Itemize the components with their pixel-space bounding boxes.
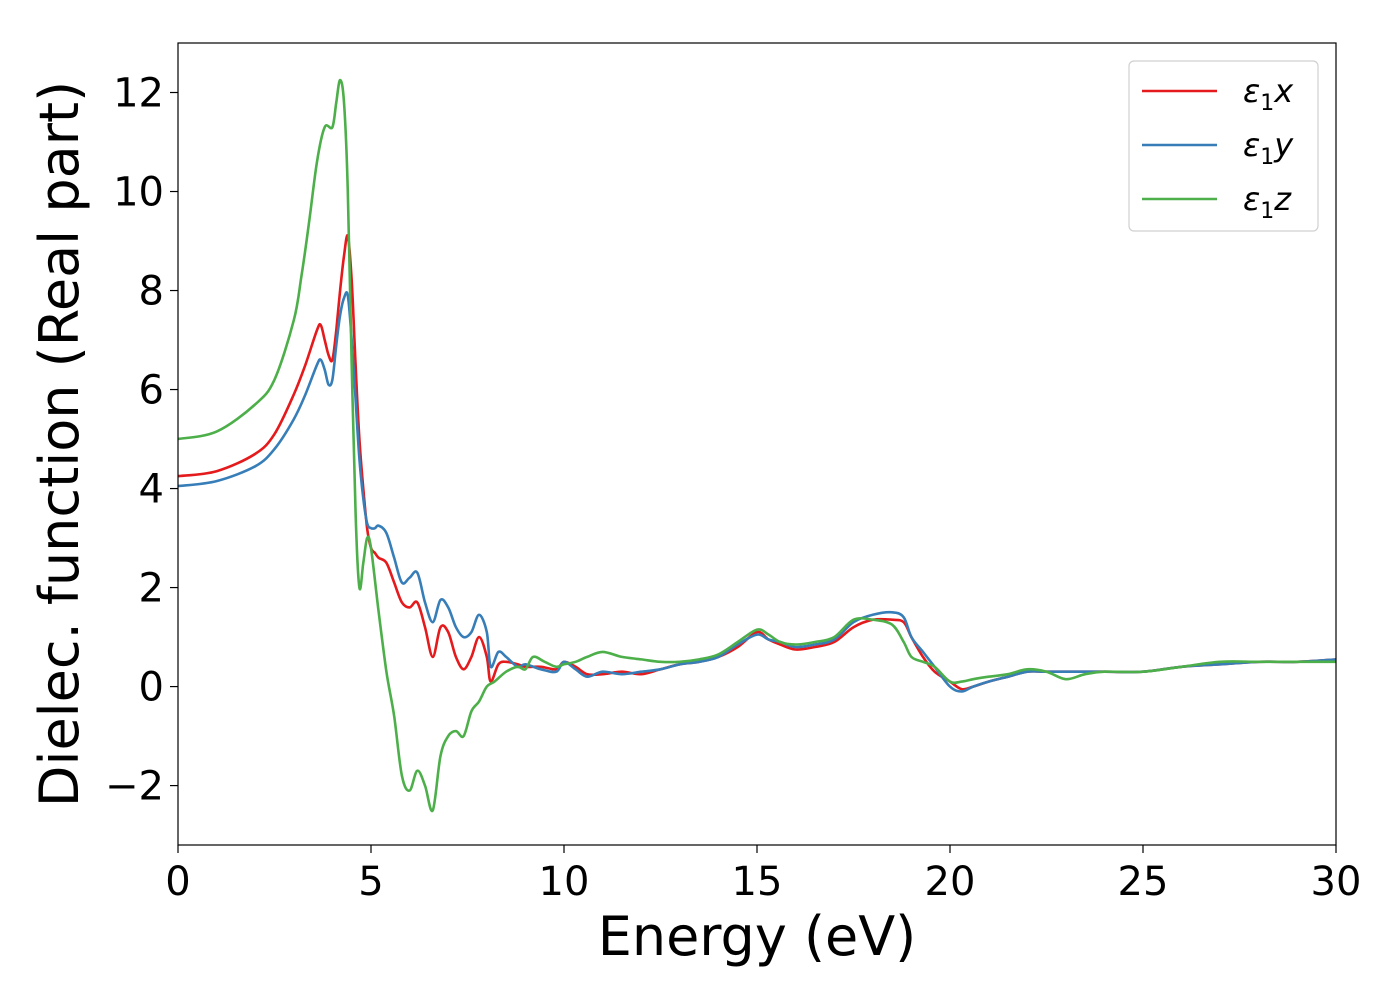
y-tick-label: 0 (139, 665, 164, 711)
plot-area (178, 78, 1336, 813)
x-tick-label: 15 (732, 859, 783, 905)
y-tick-label: 8 (139, 269, 164, 315)
x-tick-label: 20 (925, 859, 976, 905)
x-axis: 0 5 10 15 20 25 30 (165, 845, 1361, 905)
x-tick-label: 25 (1118, 859, 1169, 905)
x-tick-label: 30 (1311, 859, 1362, 905)
plot-frame (177, 42, 1337, 846)
series-line-y (178, 291, 1336, 693)
y-tick-label: 4 (139, 467, 164, 513)
y-axis-title: Dielec. function (Real part) (28, 81, 91, 807)
legend-label-y: ε1y (1243, 126, 1294, 170)
series-line-z (178, 78, 1336, 813)
x-tick-label: 0 (165, 859, 190, 905)
y-axis: −2 0 2 4 6 8 10 12 (105, 71, 178, 810)
y-tick-label: 2 (139, 566, 164, 612)
y-tick-label: −2 (105, 764, 164, 810)
legend-label-z: ε1z (1243, 180, 1292, 224)
x-tick-label: 5 (358, 859, 383, 905)
legend: ε1x ε1y ε1z (1128, 60, 1319, 232)
x-axis-title: Energy (eV) (598, 905, 917, 968)
y-tick-label: 12 (113, 71, 164, 117)
y-tick-label: 6 (139, 368, 164, 414)
legend-label-x: ε1x (1243, 72, 1294, 116)
y-tick-label: 10 (113, 170, 164, 216)
legend-box (1128, 60, 1319, 232)
x-tick-label: 10 (539, 859, 590, 905)
